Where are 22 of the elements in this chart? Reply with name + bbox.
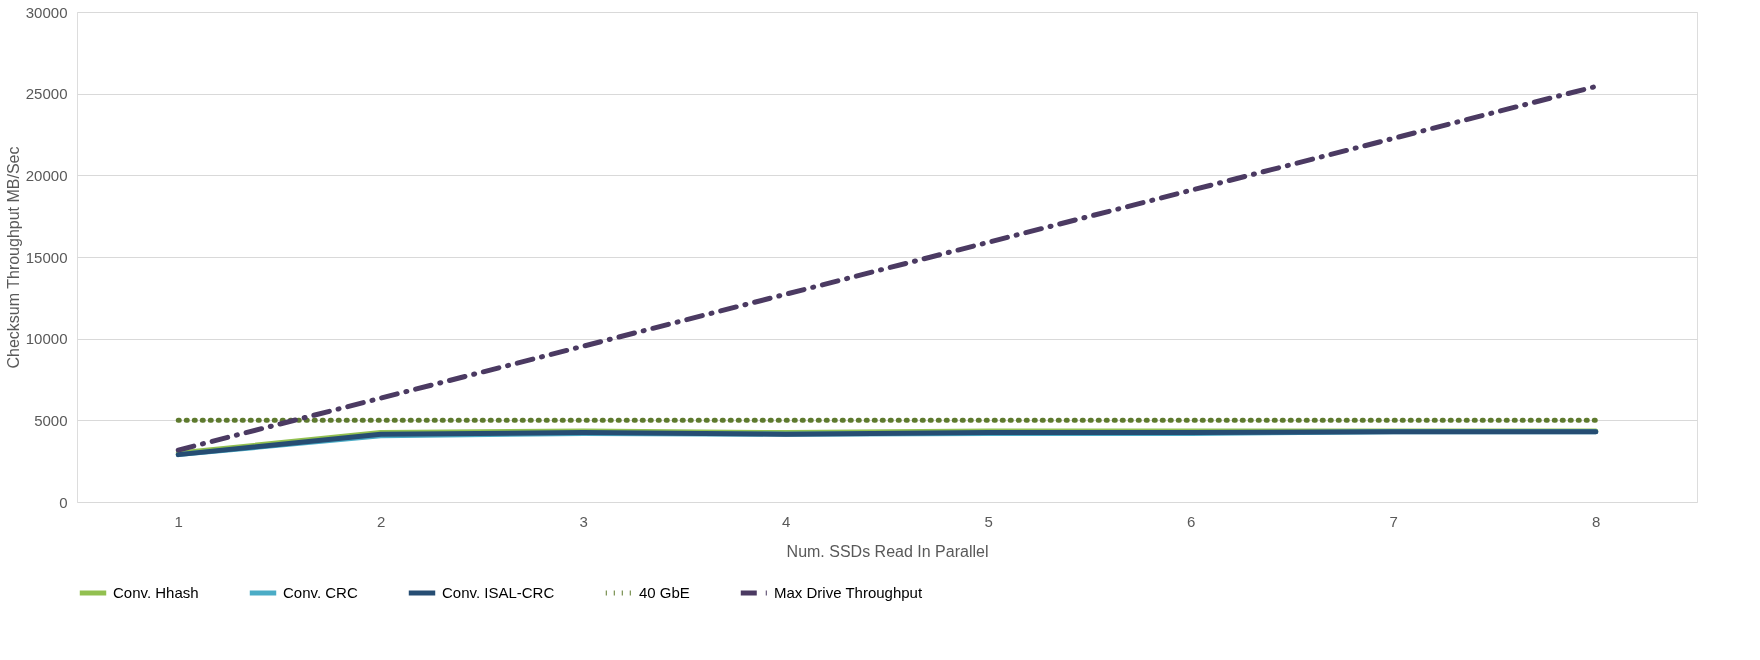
x-tick-label: 1 xyxy=(174,512,183,530)
x-tick-label: 6 xyxy=(1187,512,1196,530)
y-tick-label: 10000 xyxy=(25,330,68,348)
y-tick-label: 25000 xyxy=(25,85,68,103)
y-tick-label: 0 xyxy=(59,493,68,511)
y-tick-label: 5000 xyxy=(34,411,68,429)
legend-label: Conv. ISAL-CRC xyxy=(442,584,555,601)
legend-label: Conv. CRC xyxy=(283,584,358,601)
legend-label: Conv. Hhash xyxy=(113,584,199,601)
legend-label: 40 GbE xyxy=(639,584,690,601)
y-axis-title: Checksum Throughput MB/Sec xyxy=(4,146,22,369)
legend-label: Max Drive Throughput xyxy=(774,584,923,601)
x-tick-label: 3 xyxy=(579,512,588,530)
y-tick-label: 15000 xyxy=(25,248,68,266)
y-tick-label: 20000 xyxy=(25,166,68,184)
x-tick-label: 8 xyxy=(1592,512,1601,530)
x-axis-title: Num. SSDs Read In Parallel xyxy=(786,542,989,560)
x-tick-label: 4 xyxy=(782,512,791,530)
x-tick-label: 7 xyxy=(1389,512,1398,530)
y-tick-label: 30000 xyxy=(25,3,68,21)
x-tick-label: 5 xyxy=(984,512,993,530)
x-tick-label: 2 xyxy=(377,512,386,530)
